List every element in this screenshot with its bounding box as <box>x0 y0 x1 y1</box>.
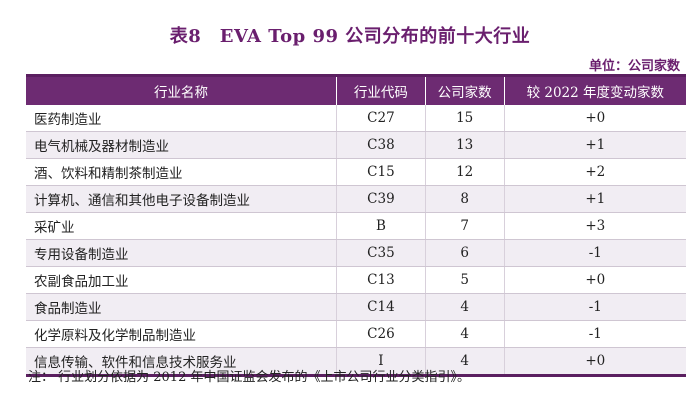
industry-code-cell: C13 <box>337 267 426 293</box>
company-count-cell: 13 <box>426 132 505 158</box>
industry-code-cell: C15 <box>337 159 426 185</box>
change-count-cell: +1 <box>585 137 606 153</box>
table-row: 酒、饮料和精制茶制造业 C15 12 +2 <box>26 159 686 186</box>
change-count-cell: +1 <box>585 191 606 207</box>
industry-table: 行业名称 行业代码 公司家数 较 2022 年度变动家数 医药制造业 C27 1… <box>26 74 686 377</box>
header-industry-code: 行业代码 <box>337 77 426 105</box>
industry-name-cell: 农副食品加工业 <box>26 267 338 293</box>
table-row: 采矿业 B 7 +3 <box>26 213 686 240</box>
table-row: 专用设备制造业 C35 6 -1 <box>26 240 686 267</box>
industry-code-cell: B <box>337 213 426 239</box>
industry-name-cell: 专用设备制造业 <box>26 240 338 266</box>
company-count-cell: 5 <box>426 267 505 293</box>
header-industry-name: 行业名称 <box>26 77 338 105</box>
table-row: 医药制造业 C27 15 +0 <box>26 105 686 132</box>
table-row: 农副食品加工业 C13 5 +0 <box>26 267 686 294</box>
change-count-cell: +3 <box>585 218 606 234</box>
unit-label: 单位：公司家数 <box>588 59 680 74</box>
change-count-cell: -1 <box>588 299 602 315</box>
industry-code-cell: C39 <box>337 186 426 212</box>
company-count-cell: 4 <box>426 348 505 374</box>
industry-code-cell: C27 <box>337 105 426 131</box>
industry-name-cell: 食品制造业 <box>26 294 338 320</box>
industry-name-cell: 计算机、通信和其他电子设备制造业 <box>26 186 338 212</box>
table-footnote: 注： 行业划分依据为 2012 年中国证监会发布的《上市公司行业分类指引》。 <box>28 370 470 385</box>
company-count-cell: 6 <box>426 240 505 266</box>
change-count-cell: +2 <box>585 164 606 180</box>
table-row: 食品制造业 C14 4 -1 <box>26 294 686 321</box>
industry-name-cell: 酒、饮料和精制茶制造业 <box>26 159 338 185</box>
change-count-cell: -1 <box>588 326 602 342</box>
industry-name-cell: 信息传输、软件和信息技术服务业 <box>26 348 338 374</box>
company-count-cell: 4 <box>426 294 505 320</box>
industry-code-cell: C14 <box>337 294 426 320</box>
industry-name-cell: 医药制造业 <box>26 105 338 131</box>
industry-code-cell: C26 <box>337 321 426 347</box>
company-count-cell: 7 <box>426 213 505 239</box>
company-count-cell: 15 <box>426 105 505 131</box>
header-change-count: 较 2022 年度变动家数 <box>526 85 665 101</box>
change-count-cell: -1 <box>588 245 602 261</box>
change-count-cell: +0 <box>585 353 606 369</box>
industry-code-cell: I <box>337 348 426 374</box>
table-row: 信息传输、软件和信息技术服务业 I 4 +0 <box>26 348 686 374</box>
company-count-cell: 8 <box>426 186 505 212</box>
industry-code-cell: C35 <box>337 240 426 266</box>
industry-name-cell: 电气机械及器材制造业 <box>26 132 338 158</box>
table-row: 电气机械及器材制造业 C38 13 +1 <box>26 132 686 159</box>
table-row: 计算机、通信和其他电子设备制造业 C39 8 +1 <box>26 186 686 213</box>
change-count-cell: +0 <box>585 272 606 288</box>
change-count-cell: +0 <box>585 110 606 126</box>
header-company-count: 公司家数 <box>426 77 505 105</box>
industry-code-cell: C38 <box>337 132 426 158</box>
industry-name-cell: 化学原料及化学制品制造业 <box>26 321 338 347</box>
table-row: 化学原料及化学制品制造业 C26 4 -1 <box>26 321 686 348</box>
industry-name-cell: 采矿业 <box>26 213 338 239</box>
company-count-cell: 4 <box>426 321 505 347</box>
table-header-row: 行业名称 行业代码 公司家数 较 2022 年度变动家数 <box>26 77 686 105</box>
company-count-cell: 12 <box>426 159 505 185</box>
table-title: 表8 EVA Top 99 公司分布的前十大行业 <box>169 26 531 47</box>
